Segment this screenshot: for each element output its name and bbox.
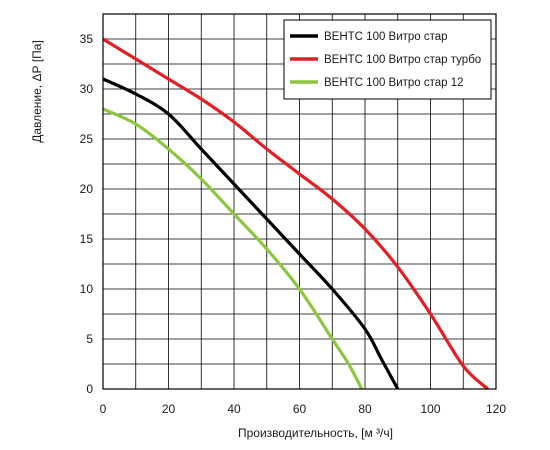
- y-tick-label: 20: [80, 182, 94, 196]
- x-tick-labels: 0 20 40 60 80 100 120: [100, 402, 507, 416]
- legend-label-3: ВЕНТС 100 Витро стар 12: [324, 77, 464, 89]
- legend-label-1: ВЕНТС 100 Витро стар: [324, 31, 448, 43]
- legend-box: [283, 19, 492, 100]
- legend-label-2: ВЕНТС 100 Витро стар турбо: [324, 54, 481, 66]
- legend-items: ВЕНТС 100 Витро стар ВЕНТС 100 Витро стар…: [290, 31, 481, 89]
- y-axis-label: Давление, ΔР [Па]: [30, 40, 44, 143]
- y-tick-label: 5: [86, 332, 93, 346]
- plot-frame: [102, 13, 497, 390]
- y-tick-label: 25: [80, 132, 94, 146]
- series-line-1: [102, 77, 400, 390]
- x-tick-label: 60: [293, 402, 307, 416]
- x-tick-label: 100: [420, 402, 440, 416]
- x-tick-label: 120: [486, 402, 506, 416]
- x-tick-label: 80: [358, 402, 372, 416]
- y-tick-label: 15: [80, 232, 94, 246]
- y-tick-labels: 0 5 10 15 20 25 30 35: [80, 32, 94, 396]
- x-tick-label: 0: [100, 402, 107, 416]
- x-tick-label: 40: [227, 402, 241, 416]
- y-tick-label: 35: [80, 32, 94, 46]
- series-layer: [102, 37, 489, 391]
- x-axis-label: Производительность, [м ³/ч]: [238, 426, 393, 440]
- series-line-2: [102, 37, 489, 391]
- legend: ВЕНТС 100 Витро стар ВЕНТС 100 Витро стар…: [283, 19, 492, 100]
- y-tick-label: 0: [86, 382, 93, 396]
- series-line-3: [102, 107, 364, 390]
- y-tick-label: 30: [80, 82, 94, 96]
- y-tick-label: 10: [80, 282, 94, 296]
- x-tick-label: 20: [162, 402, 176, 416]
